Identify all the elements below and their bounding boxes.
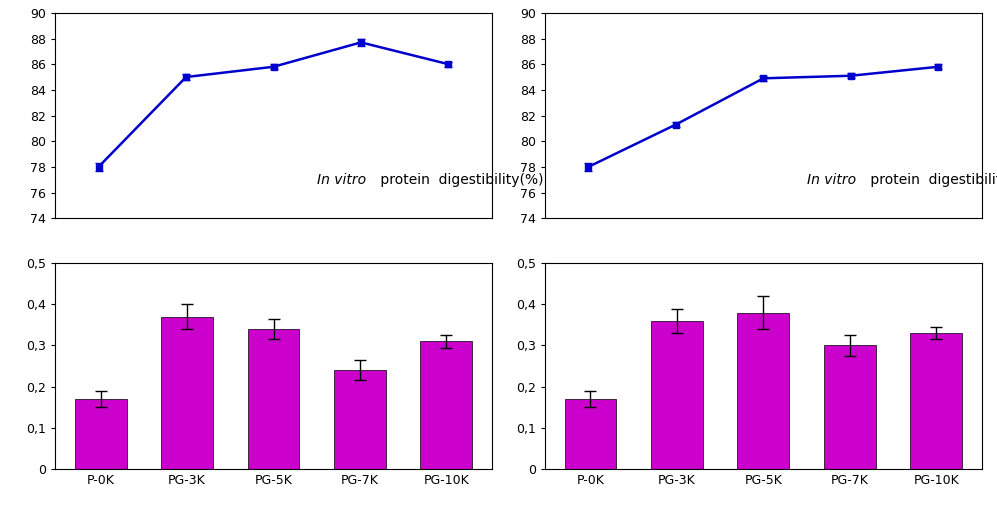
Bar [738, 313, 790, 469]
Bar [910, 333, 962, 469]
Bar [162, 317, 213, 469]
Text: In vitro protein  digestibility(%): In vitro protein digestibility(%) [0, 514, 1, 515]
Bar [651, 321, 703, 469]
Bar [824, 346, 875, 469]
Bar [334, 370, 386, 469]
Bar [75, 399, 127, 469]
Text: protein  digestibility(%): protein digestibility(%) [866, 174, 997, 187]
Text: In vitro: In vitro [808, 174, 856, 187]
Text: In vitro: In vitro [317, 174, 366, 187]
Text: protein  digestibility(%): protein digestibility(%) [376, 174, 543, 187]
Bar [247, 329, 299, 469]
Text: In vitro protein  digestibility(%): In vitro protein digestibility(%) [0, 514, 1, 515]
Bar [421, 341, 473, 469]
Bar [564, 399, 616, 469]
